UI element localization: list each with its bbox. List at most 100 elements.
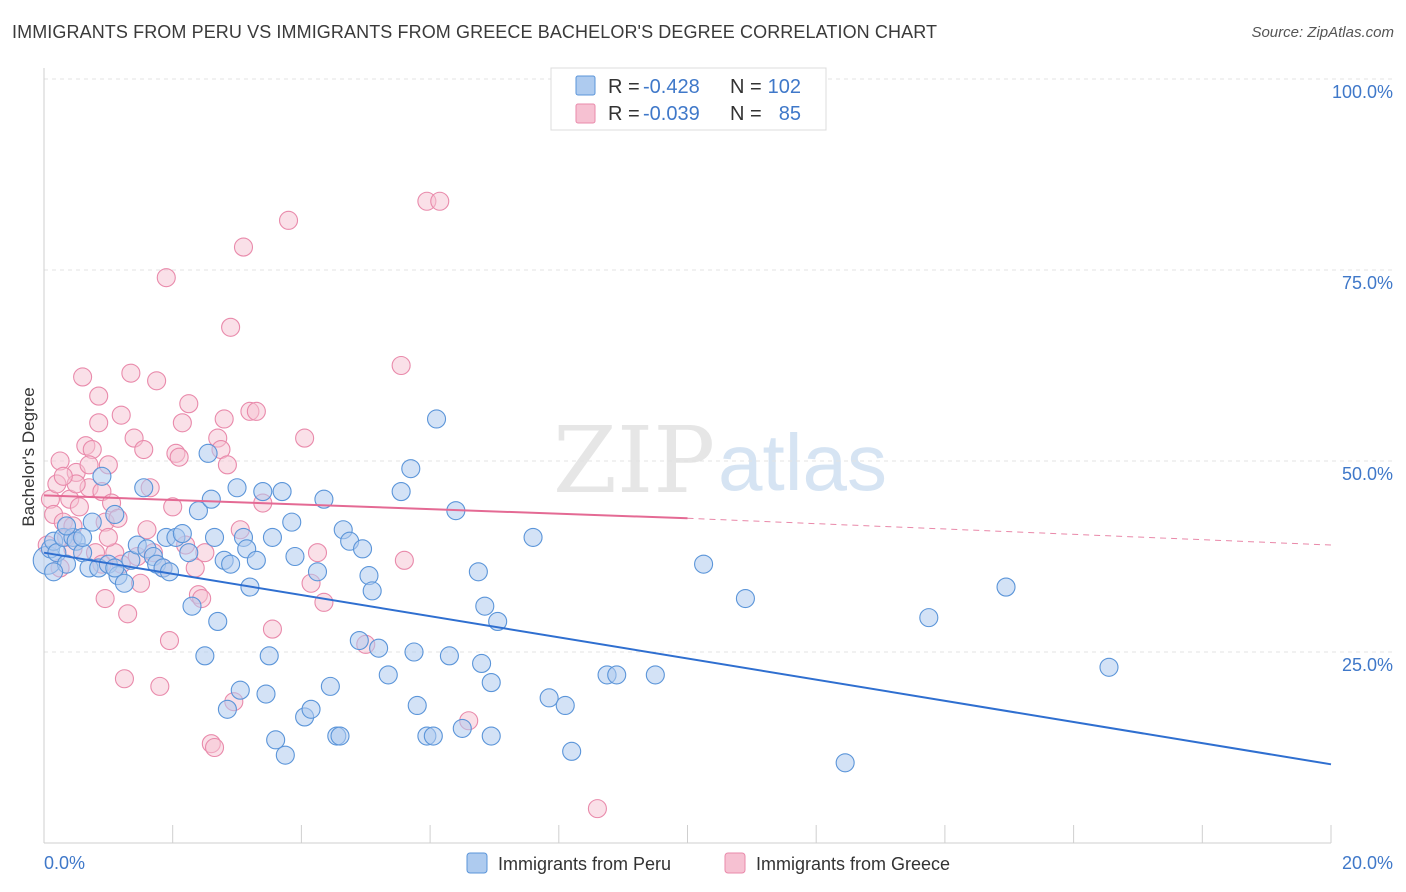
peru-point — [996, 577, 1016, 597]
peru-point — [227, 478, 247, 498]
peru-point — [607, 665, 627, 685]
peru-point — [221, 554, 241, 574]
greece-point — [156, 268, 176, 288]
peru-point — [44, 562, 64, 582]
greece-point — [169, 447, 189, 467]
greece-point — [147, 371, 167, 391]
peru-point — [694, 554, 714, 574]
greece-point — [172, 413, 192, 433]
greece-n-value: 85 — [779, 103, 801, 125]
watermark-zip: ZIP — [553, 407, 715, 514]
greece-point — [233, 237, 254, 257]
greece-point — [391, 355, 411, 376]
y-tick-label: 75.0% — [1342, 273, 1393, 293]
legend-peru-swatch — [466, 852, 488, 874]
peru-point — [204, 527, 225, 547]
peru-point — [92, 466, 112, 486]
greece-point — [295, 428, 315, 448]
stats-legend: R = -0.428 N = 102 R = -0.039 N = 85 — [550, 67, 827, 131]
peru-point — [73, 527, 93, 547]
peru-point — [362, 581, 382, 601]
peru-point — [105, 558, 125, 578]
greece-point — [98, 527, 118, 547]
peru-point — [555, 695, 575, 716]
greece-point — [137, 520, 157, 540]
peru-points — [32, 409, 1119, 773]
greece-point — [214, 409, 234, 429]
peru-point — [82, 512, 102, 532]
grid — [44, 78, 1393, 653]
peru-point — [539, 688, 559, 708]
watermark-atlas: atlas — [718, 418, 887, 507]
legend-greece-label: Immigrants from Greece — [756, 854, 950, 874]
peru-point — [404, 642, 424, 662]
peru-point — [369, 638, 389, 658]
peru-point — [475, 596, 495, 616]
peru-point — [452, 718, 472, 738]
greece-point — [89, 386, 109, 406]
greece-point — [134, 439, 154, 460]
peru-point — [195, 646, 215, 666]
peru-point — [1099, 657, 1119, 677]
x-tick-label-min: 0.0% — [44, 853, 85, 873]
trend-lines — [43, 494, 1332, 766]
greece-point — [204, 737, 225, 758]
peru-point — [179, 543, 199, 563]
peru-point — [201, 489, 221, 509]
peru-point — [172, 524, 192, 544]
peru-point — [262, 527, 282, 547]
peru-point — [285, 546, 305, 567]
greece-point — [394, 550, 414, 570]
y-tick-label: 25.0% — [1342, 655, 1393, 675]
peru-point — [217, 699, 237, 719]
source-label: Source: ZipAtlas.com — [1251, 24, 1394, 41]
greece-point — [430, 191, 450, 211]
greece-point — [114, 669, 134, 689]
greece-point — [69, 497, 89, 517]
peru-point — [266, 730, 286, 750]
peru-point — [256, 684, 276, 704]
peru-point — [481, 673, 501, 693]
peru-point — [282, 512, 302, 532]
peru-point — [562, 741, 582, 761]
series-legend: Immigrants from Peru Immigrants from Gre… — [466, 852, 950, 874]
peru-point — [114, 573, 134, 593]
y-axis-label: Bachelor's Degree — [19, 387, 38, 526]
peru-point — [645, 665, 665, 685]
greece-point — [118, 604, 138, 624]
x-tick-label-max: 20.0% — [1342, 853, 1393, 873]
peru-point — [391, 482, 411, 502]
greece-r-label: R = — [608, 103, 640, 125]
greece-point — [111, 405, 131, 425]
peru-point — [423, 726, 443, 746]
peru-r-value: -0.428 — [643, 76, 700, 98]
greece-point — [246, 401, 266, 421]
peru-point — [253, 482, 273, 502]
greece-point — [130, 573, 151, 593]
peru-point — [307, 562, 328, 582]
greece-point — [89, 413, 109, 433]
legend-peru-label: Immigrants from Peru — [498, 854, 671, 874]
greece-point — [278, 210, 299, 230]
greece-point — [150, 676, 170, 696]
peru-point — [246, 550, 266, 570]
greece-point — [262, 619, 282, 639]
peru-point — [468, 562, 488, 582]
peru-point — [105, 504, 125, 525]
stats-legend-box — [550, 67, 827, 131]
peru-n-value: 102 — [768, 76, 801, 98]
peru-point — [198, 443, 218, 463]
greece-points — [37, 191, 607, 819]
greece-point — [587, 799, 607, 819]
peru-point — [314, 489, 334, 509]
peru-point — [472, 653, 492, 674]
peru-point — [481, 726, 501, 746]
peru-point — [919, 608, 939, 628]
chart-title: IMMIGRANTS FROM PERU VS IMMIGRANTS FROM … — [12, 22, 938, 42]
y-tick-label: 50.0% — [1342, 464, 1393, 484]
greece-point — [79, 455, 99, 475]
greece-point — [314, 592, 334, 612]
greece-point — [163, 497, 183, 517]
peru-point — [378, 665, 398, 685]
peru-point — [439, 646, 459, 666]
